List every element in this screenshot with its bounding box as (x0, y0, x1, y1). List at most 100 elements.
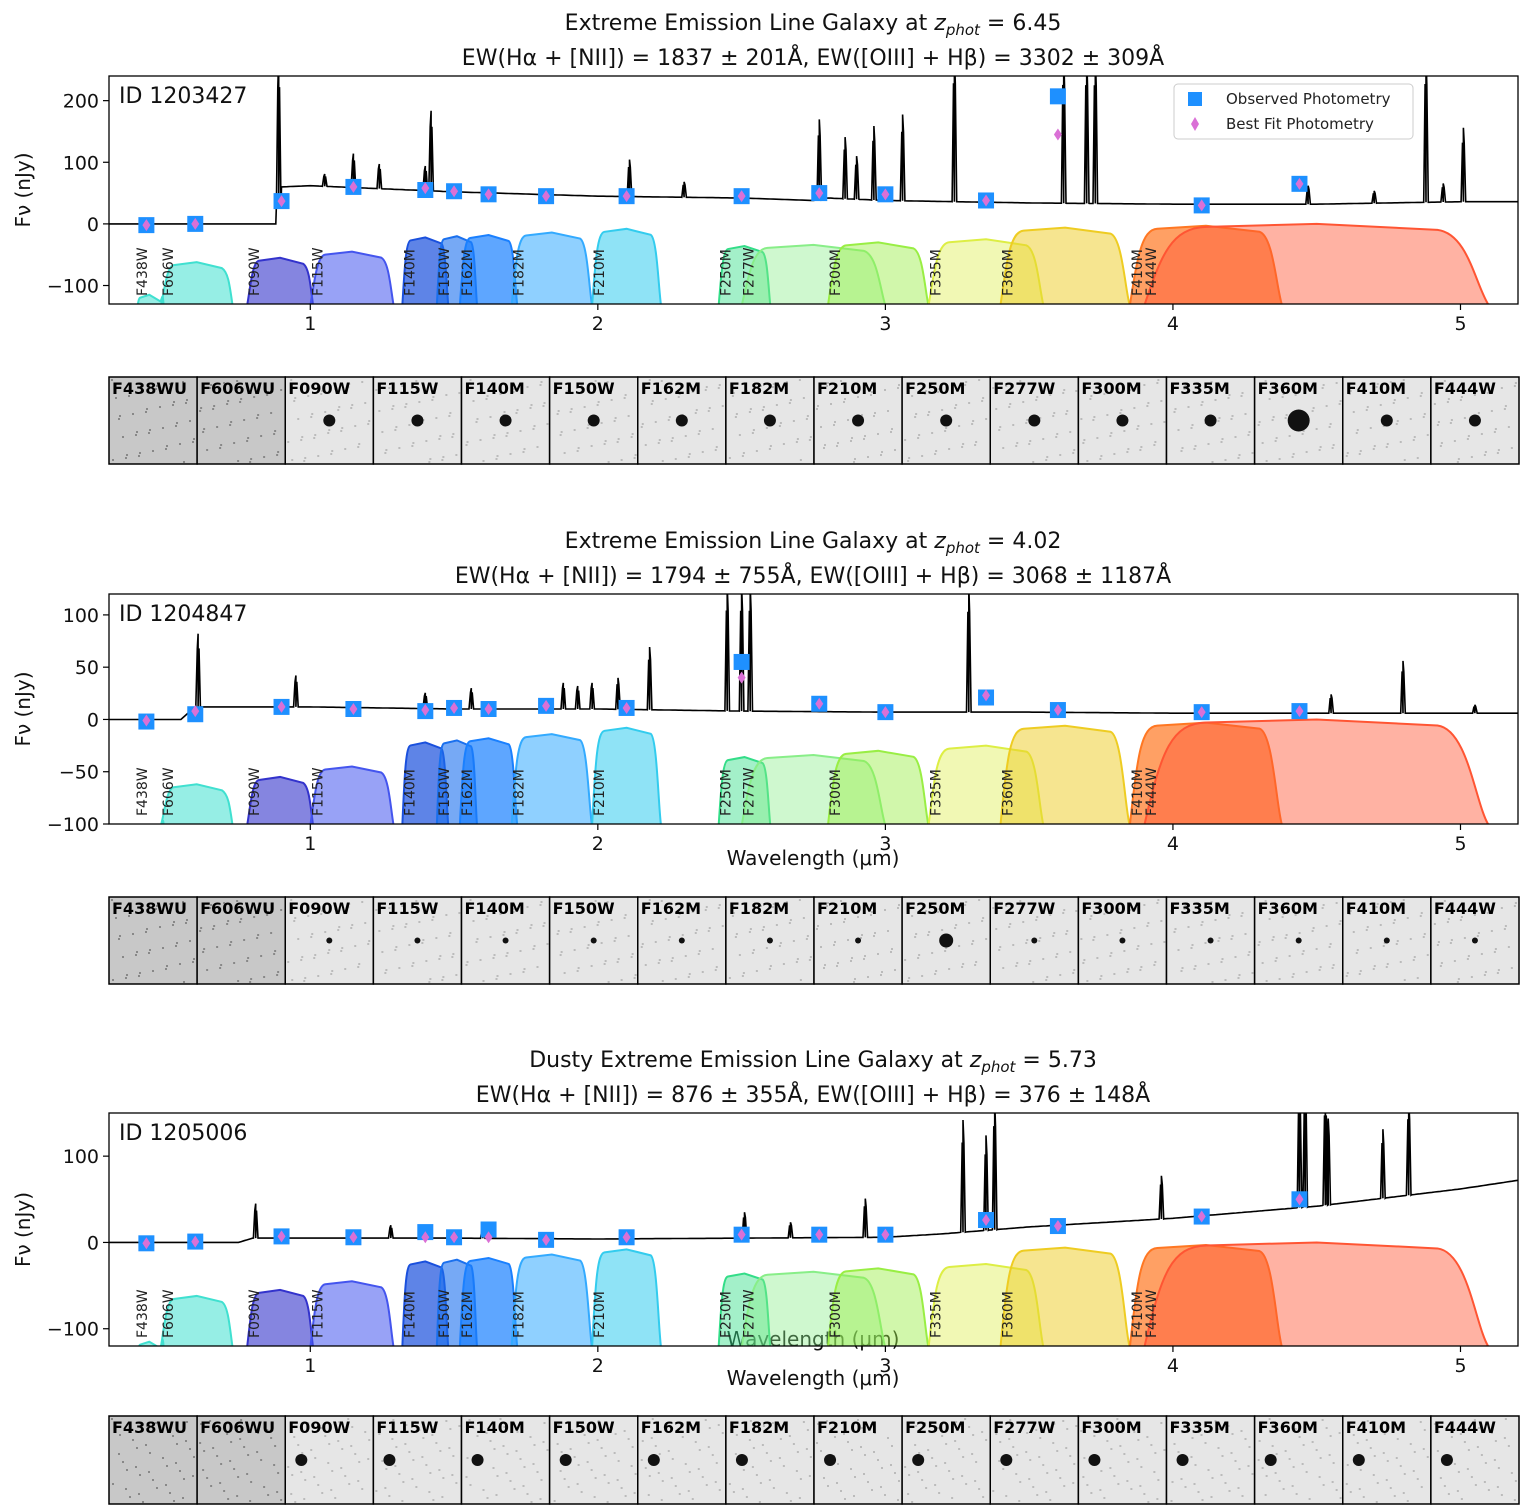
stamp-noise (1232, 1433, 1234, 1435)
stamp-noise (974, 444, 976, 446)
stamp-noise (587, 427, 589, 429)
stamp-noise (584, 926, 586, 928)
stamp-noise (1302, 433, 1304, 435)
stamp-noise (384, 452, 386, 454)
stamp-noise (1241, 395, 1243, 397)
stamp-cell: F250M (902, 377, 990, 464)
stamp-noise (1140, 1466, 1142, 1468)
stamp-noise (1065, 413, 1067, 415)
stamp-noise (206, 449, 208, 451)
stamp-noise (887, 930, 889, 932)
chart-title-value: = 5.73 (1015, 1048, 1096, 1073)
stamp-noise (350, 407, 352, 409)
stamp-noise (981, 1431, 983, 1433)
stamp-noise (659, 1453, 661, 1455)
stamp-noise (547, 423, 549, 425)
stamp-cell: F438WU (109, 377, 197, 464)
stamp-noise (735, 936, 737, 938)
stamp-noise (506, 955, 508, 957)
x-tick-label: 1 (304, 313, 316, 335)
stamp-cell: F438WU (109, 1416, 197, 1504)
stamp-noise (273, 1464, 275, 1466)
stamp-noise (1195, 1464, 1197, 1466)
stamp-noise (1110, 952, 1112, 954)
x-tick-label: 2 (592, 833, 604, 855)
stamp-noise (1026, 419, 1028, 421)
stamp-noise (863, 958, 865, 960)
stamp-noise (743, 452, 745, 454)
stamp-noise (1414, 436, 1416, 438)
stamp-noise (1100, 1470, 1102, 1472)
stamp-noise (1323, 1484, 1325, 1486)
stamp-noise (1386, 446, 1388, 448)
stamp-noise (176, 422, 178, 424)
stamp-noise (391, 408, 393, 410)
stamp-noise (1160, 920, 1162, 922)
stamp-noise (1312, 1441, 1314, 1443)
stamp-noise (348, 1483, 350, 1485)
stamp-noise (412, 1459, 414, 1461)
stamp-noise (1046, 456, 1048, 458)
stamp-noise (615, 1433, 617, 1435)
stamp-noise (560, 1470, 562, 1472)
stamp-noise (729, 977, 731, 979)
stamp-label: F277W (993, 379, 1055, 398)
stamp-noise (1150, 423, 1152, 425)
stamp-noise (850, 960, 852, 962)
stamp-noise (303, 1498, 305, 1500)
stamp-noise (961, 1475, 963, 1477)
stamp-noise (810, 956, 812, 958)
source-blob (1441, 1454, 1453, 1466)
stamp-noise (1120, 409, 1122, 411)
stamp-label: F444W (1434, 379, 1496, 398)
stamp-noise (1407, 1500, 1409, 1502)
stamp-noise (1163, 941, 1165, 943)
stamp-noise (752, 1466, 754, 1468)
stamp-noise (642, 943, 644, 945)
stamp-noise (1273, 416, 1275, 418)
stamp-noise (263, 1486, 265, 1488)
stamp-noise (439, 1450, 441, 1452)
stamp-noise (1373, 448, 1375, 450)
stamp-noise (739, 954, 741, 956)
stamp-noise (894, 1472, 896, 1474)
stamp-noise (1126, 1480, 1128, 1482)
stamp-noise (1340, 400, 1342, 402)
stamp-noise (1262, 1467, 1264, 1469)
stamp-noise (1242, 1495, 1244, 1497)
stamp-noise (311, 933, 313, 935)
stamp-noise (119, 415, 121, 417)
filter-label: F300M (828, 1291, 844, 1338)
stamp-noise (431, 399, 433, 401)
y-tick-label: 0 (87, 214, 99, 236)
stamp-noise (887, 410, 889, 412)
stamp-noise (601, 942, 603, 944)
stamp-noise (1053, 932, 1055, 934)
stamp-noise (634, 457, 636, 459)
stamp-noise (1137, 425, 1139, 427)
stamp-noise (385, 449, 387, 451)
x-tick-label: 5 (1454, 313, 1466, 335)
stamp-noise (273, 433, 275, 435)
stamp-noise (310, 936, 312, 938)
stamp-noise (1099, 458, 1101, 460)
stamp-cell: F410M (1343, 377, 1431, 464)
filter-label: F150W (437, 247, 453, 296)
filter-curve-F360M (1000, 726, 1129, 826)
stamp-noise (516, 932, 518, 934)
stamp-noise (971, 1453, 973, 1455)
stamp-noise (769, 448, 771, 450)
stamp-noise (1458, 1471, 1460, 1473)
stamp-noise (1437, 1450, 1439, 1452)
stamp-label: F360M (1258, 899, 1318, 918)
source-blob (676, 415, 688, 427)
stamp-noise (1475, 1484, 1477, 1486)
stamp-noise (357, 966, 359, 968)
stamp-noise (534, 945, 536, 947)
stamp-noise (1080, 418, 1082, 420)
stamp-noise (944, 950, 946, 952)
stamp-noise (442, 976, 444, 978)
stamp-noise (1515, 1480, 1517, 1482)
stamp-noise (651, 403, 653, 405)
galaxy-id: ID 1203427 (119, 84, 247, 109)
